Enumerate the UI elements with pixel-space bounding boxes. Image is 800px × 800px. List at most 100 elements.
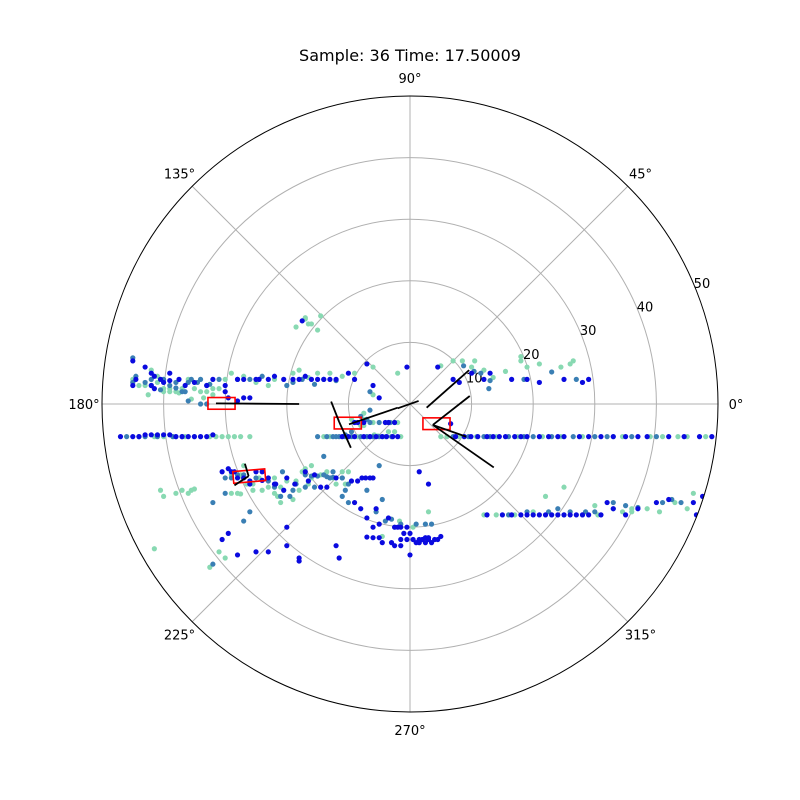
scatter-point xyxy=(361,419,367,426)
scatter-point xyxy=(561,512,567,518)
scatter-point xyxy=(413,521,419,527)
scatter-point xyxy=(524,364,530,370)
scatter-point xyxy=(361,434,367,440)
scatter-point xyxy=(216,376,222,382)
scatter-point xyxy=(142,432,148,438)
scatter-point xyxy=(342,487,348,493)
scatter-point xyxy=(530,434,536,440)
scatter-point xyxy=(610,506,616,512)
scatter-point xyxy=(348,429,355,435)
scatter-point xyxy=(148,432,154,438)
scatter-point xyxy=(173,385,179,391)
theta-tick-label: 315° xyxy=(625,629,656,644)
scatter-point xyxy=(690,490,696,496)
scatter-point xyxy=(222,555,228,561)
scatter-point xyxy=(370,535,376,541)
scatter-point xyxy=(231,434,238,440)
scatter-point xyxy=(404,536,410,543)
scatter-point xyxy=(469,364,475,370)
scatter-point xyxy=(130,434,136,440)
scatter-point xyxy=(592,503,598,509)
scatter-point xyxy=(247,434,253,440)
scatter-point xyxy=(678,499,684,506)
scatter-point xyxy=(228,370,234,376)
scatter-point xyxy=(484,512,490,518)
scatter-point xyxy=(173,490,179,496)
scatter-point xyxy=(339,434,345,440)
line-segment xyxy=(432,424,467,438)
scatter-point xyxy=(330,469,336,475)
detection-box xyxy=(422,417,451,431)
scatter-point xyxy=(398,543,404,549)
scatter-point xyxy=(555,506,561,512)
scatter-point xyxy=(234,376,241,382)
line-segments xyxy=(215,369,495,487)
scatter-point xyxy=(234,475,241,481)
scatter-point xyxy=(234,398,241,404)
scatter-point xyxy=(452,434,459,440)
scatter-point xyxy=(154,432,161,438)
scatter-point xyxy=(487,370,493,376)
scatter-point xyxy=(259,469,265,475)
scatter-point xyxy=(373,434,379,440)
scatter-points xyxy=(117,313,715,570)
scatter-point xyxy=(385,429,392,435)
scatter-point xyxy=(253,549,259,555)
scatter-point xyxy=(284,382,290,389)
scatter-point xyxy=(253,475,259,481)
scatter-point xyxy=(167,432,173,438)
scatter-point xyxy=(576,434,583,440)
line-segment xyxy=(397,400,419,410)
scatter-point xyxy=(604,434,610,440)
scatter-point xyxy=(311,472,318,478)
scatter-point xyxy=(373,506,379,512)
scatter-point xyxy=(302,484,308,490)
scatter-point xyxy=(367,389,373,395)
scatter-point xyxy=(182,382,188,389)
scatter-point xyxy=(318,484,324,490)
scatter-point xyxy=(573,512,579,518)
scatter-point xyxy=(481,376,487,382)
scatter-point xyxy=(499,512,505,518)
scatter-point xyxy=(161,379,167,386)
scatter-point xyxy=(623,434,629,440)
detection-box xyxy=(231,467,267,485)
scatter-point xyxy=(586,434,592,440)
scatter-point xyxy=(204,389,210,395)
chart-title: Sample: 36 Time: 17.50009 xyxy=(299,46,521,65)
scatter-point xyxy=(241,395,247,401)
scatter-point xyxy=(130,358,136,364)
scatter-point xyxy=(296,555,302,561)
scatter-point xyxy=(216,386,222,392)
scatter-point xyxy=(241,376,247,382)
scatter-point xyxy=(487,377,493,384)
scatter-point xyxy=(367,475,373,481)
scatter-point xyxy=(124,549,130,555)
line-segment xyxy=(348,406,398,426)
scatter-point xyxy=(363,475,369,481)
scatter-point xyxy=(416,469,422,475)
scatter-point xyxy=(512,434,518,440)
scatter-point xyxy=(425,481,432,487)
scatter-point xyxy=(136,382,142,389)
scatter-point xyxy=(561,484,567,490)
scatter-point xyxy=(210,499,216,506)
scatter-point xyxy=(157,487,164,493)
scatter-point xyxy=(271,481,278,487)
scatter-point xyxy=(549,512,555,518)
scatter-point xyxy=(398,524,404,530)
scatter-point xyxy=(536,512,542,518)
scatter-point xyxy=(644,434,650,440)
scatter-point xyxy=(222,490,228,496)
scatter-point xyxy=(222,376,228,382)
scatter-point xyxy=(524,512,530,518)
scatter-point xyxy=(308,321,315,327)
scatter-point xyxy=(339,475,345,481)
scatter-point xyxy=(425,535,432,541)
scatter-point xyxy=(222,382,228,389)
scatter-point xyxy=(210,561,216,567)
scatter-point xyxy=(428,521,435,527)
scatter-point xyxy=(359,475,365,481)
scatter-point xyxy=(117,434,124,440)
scatter-point xyxy=(518,353,524,360)
